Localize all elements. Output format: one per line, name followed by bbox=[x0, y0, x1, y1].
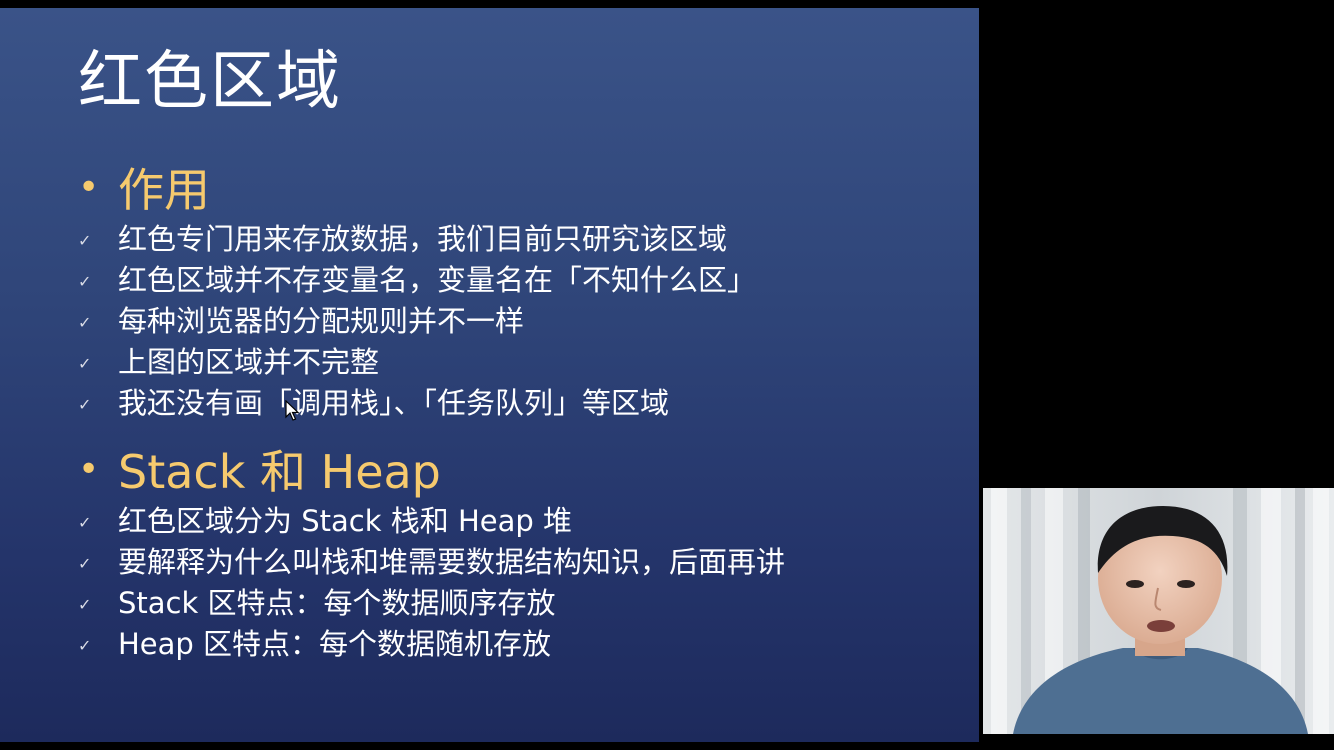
list-item: ✓ 上图的区域并不完整 bbox=[78, 339, 756, 380]
section-heading-text: Stack 和 Heap bbox=[118, 445, 441, 499]
checkmark-icon: ✓ bbox=[78, 636, 92, 655]
list-item-text: Stack 区特点：每个数据顺序存放 bbox=[118, 585, 556, 620]
list-item: ✓ 每种浏览器的分配规则并不一样 bbox=[78, 298, 756, 339]
presentation-slide: 红色区域 • 作用 ✓ 红色专门用来存放数据，我们目前只研究该区域 ✓ 红色区域… bbox=[0, 8, 979, 742]
section-purpose: • 作用 ✓ 红色专门用来存放数据，我们目前只研究该区域 ✓ 红色区域并不存变量… bbox=[78, 158, 756, 421]
checkmark-icon: ✓ bbox=[78, 354, 92, 373]
list-item: ✓ Stack 区特点：每个数据顺序存放 bbox=[78, 580, 785, 621]
checkmark-icon: ✓ bbox=[78, 513, 92, 532]
checkmark-icon: ✓ bbox=[78, 595, 92, 614]
webcam-feed bbox=[983, 488, 1334, 734]
bullet-list: ✓ 红色区域分为 Stack 栈和 Heap 堆 ✓ 要解释为什么叫栈和堆需要数… bbox=[78, 498, 785, 662]
list-item-text: Heap 区特点：每个数据随机存放 bbox=[118, 626, 552, 661]
section-heading: • 作用 bbox=[78, 158, 756, 217]
section-heading: • Stack 和 Heap bbox=[78, 440, 785, 499]
list-item-text: 红色区域分为 Stack 栈和 Heap 堆 bbox=[118, 503, 572, 538]
mouse-pointer-icon bbox=[285, 400, 299, 421]
checkmark-icon: ✓ bbox=[78, 554, 92, 573]
checkmark-icon: ✓ bbox=[78, 395, 92, 414]
presenter-video bbox=[983, 488, 1334, 734]
list-item-text: 红色区域并不存变量名，变量名在「不知什么区」 bbox=[118, 262, 757, 297]
list-item: ✓ 红色专门用来存放数据，我们目前只研究该区域 bbox=[78, 216, 756, 257]
section-stack-heap: • Stack 和 Heap ✓ 红色区域分为 Stack 栈和 Heap 堆 … bbox=[78, 440, 785, 662]
checkmark-icon: ✓ bbox=[78, 231, 92, 250]
list-item: ✓ 红色区域分为 Stack 栈和 Heap 堆 bbox=[78, 498, 785, 539]
list-item: ✓ 要解释为什么叫栈和堆需要数据结构知识，后面再讲 bbox=[78, 539, 785, 580]
list-item: ✓ 我还没有画「调用栈」、「任务队列」等区域 bbox=[78, 380, 756, 421]
bullet-dot-icon: • bbox=[78, 448, 100, 490]
list-item: ✓ 红色区域并不存变量名，变量名在「不知什么区」 bbox=[78, 257, 756, 298]
list-item-text: 红色专门用来存放数据，我们目前只研究该区域 bbox=[118, 221, 728, 256]
checkmark-icon: ✓ bbox=[78, 313, 92, 332]
list-item-text: 要解释为什么叫栈和堆需要数据结构知识，后面再讲 bbox=[118, 544, 786, 579]
bullet-list: ✓ 红色专门用来存放数据，我们目前只研究该区域 ✓ 红色区域并不存变量名，变量名… bbox=[78, 216, 756, 421]
list-item-text: 每种浏览器的分配规则并不一样 bbox=[118, 303, 525, 338]
bullet-dot-icon: • bbox=[78, 166, 100, 208]
list-item: ✓ Heap 区特点：每个数据随机存放 bbox=[78, 621, 785, 662]
list-item-text: 我还没有画「调用栈」、「任务队列」等区域 bbox=[118, 385, 670, 420]
section-heading-text: 作用 bbox=[118, 163, 210, 217]
checkmark-icon: ✓ bbox=[78, 272, 92, 291]
list-item-text: 上图的区域并不完整 bbox=[118, 344, 380, 379]
slide-title: 红色区域 bbox=[78, 45, 342, 119]
